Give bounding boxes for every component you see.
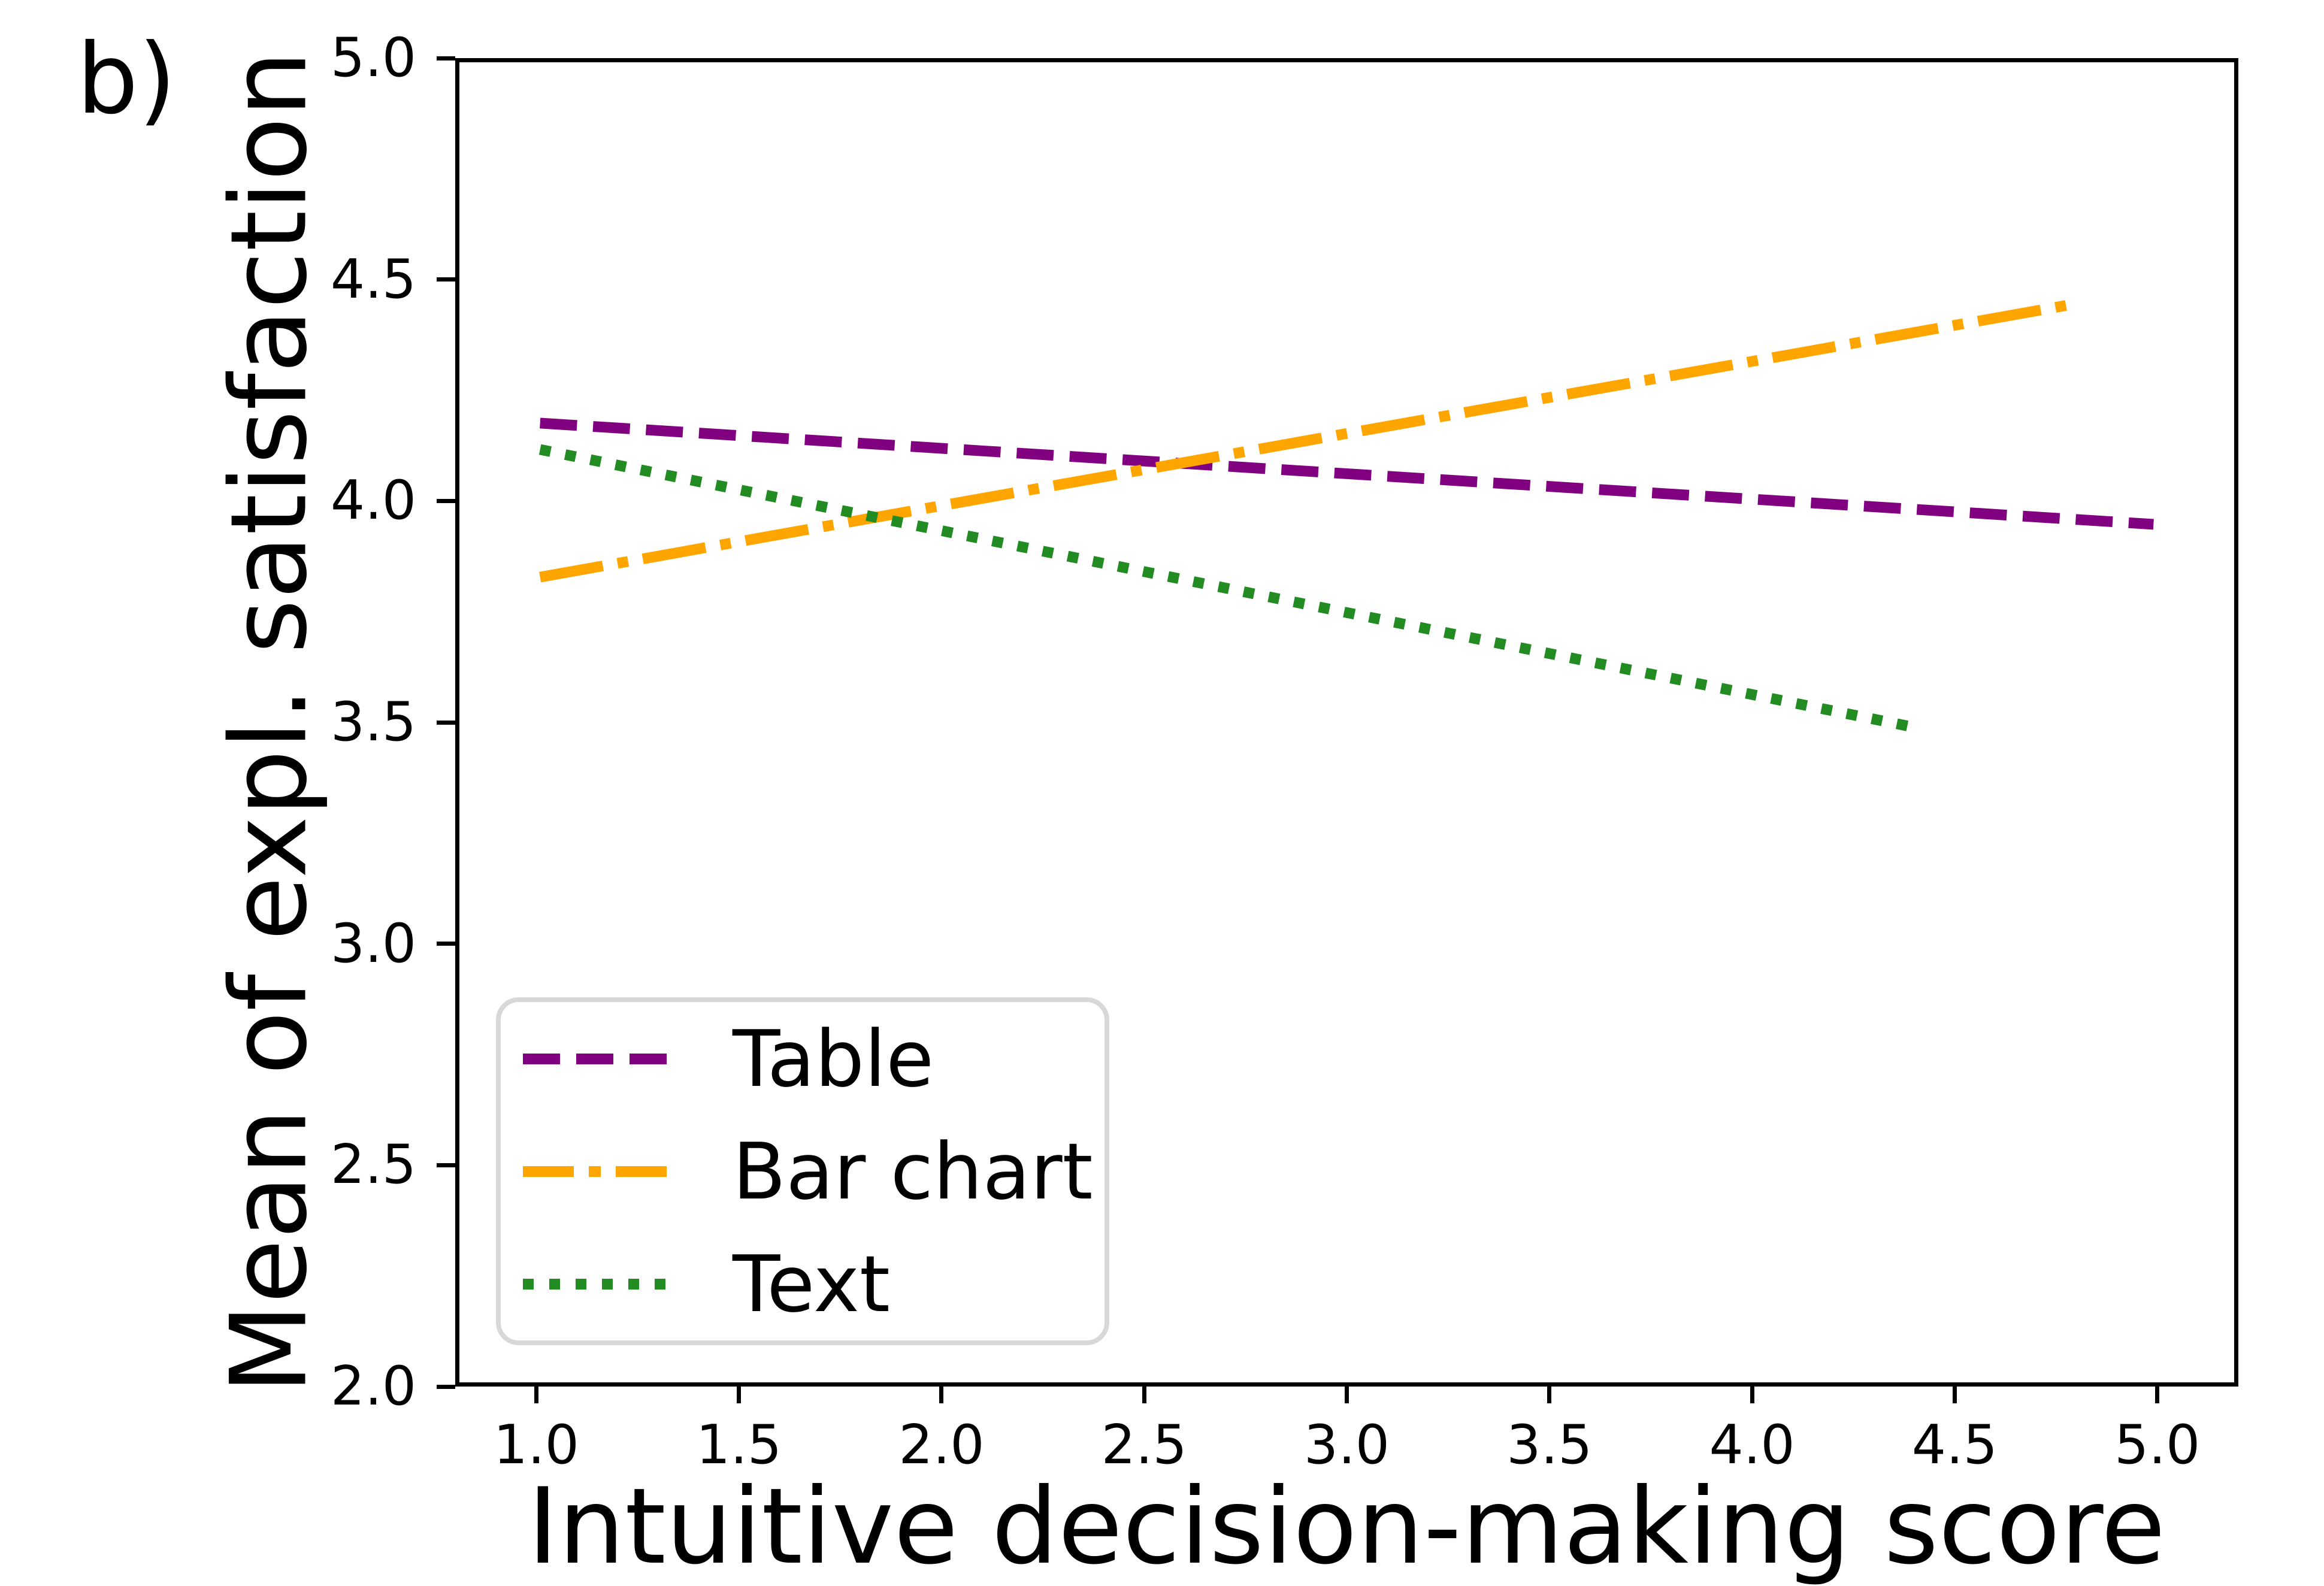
series-line-bar-chart <box>539 299 2074 583</box>
x-tick <box>1952 1385 1957 1403</box>
x-tick-label: 3.5 <box>1506 1414 1593 1476</box>
x-tick-label: 1.0 <box>493 1414 579 1476</box>
y-tick <box>437 56 455 60</box>
legend-label: Text <box>733 1238 890 1330</box>
x-tick-label: 4.0 <box>1709 1414 1795 1476</box>
x-tick <box>1142 1385 1146 1403</box>
legend-line-sample <box>523 1160 667 1184</box>
legend-label: Table <box>733 1013 934 1104</box>
y-tick-label: 3.5 <box>330 691 416 753</box>
legend-item-bar-chart: Bar chart <box>523 1115 1104 1228</box>
y-tick-label: 4.5 <box>330 247 416 311</box>
x-tick <box>1345 1385 1349 1403</box>
y-tick-label: 4.0 <box>330 469 416 532</box>
y-tick <box>437 720 455 725</box>
series-line-table <box>540 417 2154 530</box>
series-line-text <box>538 444 1913 733</box>
x-tick-label: 2.5 <box>1101 1414 1187 1476</box>
legend: Table Bar chart Text <box>496 997 1109 1345</box>
x-tick-label: 4.5 <box>1911 1414 1998 1476</box>
y-tick-label: 2.5 <box>330 1133 416 1197</box>
x-tick-label: 3.0 <box>1303 1414 1390 1476</box>
legend-item-text: Text <box>523 1228 1104 1340</box>
legend-line-sample <box>523 1272 667 1296</box>
x-tick <box>2155 1385 2160 1403</box>
panel-label: b) <box>77 23 177 136</box>
y-tick <box>437 1384 455 1389</box>
x-tick <box>534 1385 538 1403</box>
y-tick-label: 2.0 <box>330 1355 416 1418</box>
legend-item-table: Table <box>523 1003 1104 1115</box>
y-tick <box>437 1163 455 1167</box>
y-tick-label: 3.0 <box>330 912 416 975</box>
x-tick <box>939 1385 944 1403</box>
legend-line-sample <box>523 1047 667 1071</box>
y-tick <box>437 277 455 282</box>
x-tick <box>1750 1385 1754 1403</box>
x-tick <box>737 1385 742 1403</box>
chart-lines <box>538 299 2154 733</box>
legend-label: Bar chart <box>733 1125 1093 1217</box>
x-axis-title: Intuitive decision-making score <box>527 1466 2166 1586</box>
x-tick-label: 5.0 <box>2114 1414 2201 1476</box>
y-tick-label: 5.0 <box>330 26 416 89</box>
y-tick <box>437 498 455 503</box>
x-tick <box>1547 1385 1552 1403</box>
y-tick <box>437 942 455 946</box>
x-tick-label: 2.0 <box>898 1414 985 1476</box>
x-tick-label: 1.5 <box>696 1414 782 1476</box>
